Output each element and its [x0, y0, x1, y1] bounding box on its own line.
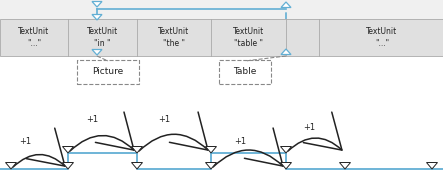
Polygon shape — [206, 163, 217, 169]
Polygon shape — [280, 163, 291, 169]
FancyArrowPatch shape — [70, 112, 134, 151]
Polygon shape — [427, 163, 438, 169]
FancyArrowPatch shape — [139, 112, 208, 151]
Text: +1: +1 — [234, 137, 246, 146]
Bar — [0, 19, 443, 56]
Text: TextUnit
"the ": TextUnit "the " — [159, 27, 190, 48]
Text: TextUnit
"...": TextUnit "..." — [366, 27, 398, 48]
Text: Table: Table — [233, 67, 256, 77]
Polygon shape — [5, 163, 16, 169]
Text: +1: +1 — [19, 137, 31, 146]
FancyArrowPatch shape — [13, 128, 65, 167]
Polygon shape — [281, 2, 291, 7]
Polygon shape — [132, 163, 143, 169]
Text: TextUnit
"table ": TextUnit "table " — [233, 27, 264, 48]
Text: Picture: Picture — [93, 67, 124, 77]
Polygon shape — [92, 49, 102, 55]
Polygon shape — [280, 146, 291, 153]
Polygon shape — [92, 2, 102, 7]
Text: +1: +1 — [303, 124, 315, 133]
Polygon shape — [62, 163, 74, 169]
Text: TextUnit
"in ": TextUnit "in " — [87, 27, 118, 48]
Text: +1: +1 — [86, 114, 98, 124]
Polygon shape — [281, 49, 291, 54]
Polygon shape — [92, 15, 102, 20]
Polygon shape — [62, 146, 74, 153]
Polygon shape — [339, 163, 350, 169]
Polygon shape — [132, 146, 143, 153]
Polygon shape — [206, 146, 217, 153]
FancyArrowPatch shape — [213, 128, 283, 167]
Text: TextUnit
"...": TextUnit "..." — [18, 27, 50, 48]
Bar — [0, 56, 443, 191]
FancyArrowPatch shape — [288, 112, 342, 151]
Text: +1: +1 — [158, 114, 170, 124]
